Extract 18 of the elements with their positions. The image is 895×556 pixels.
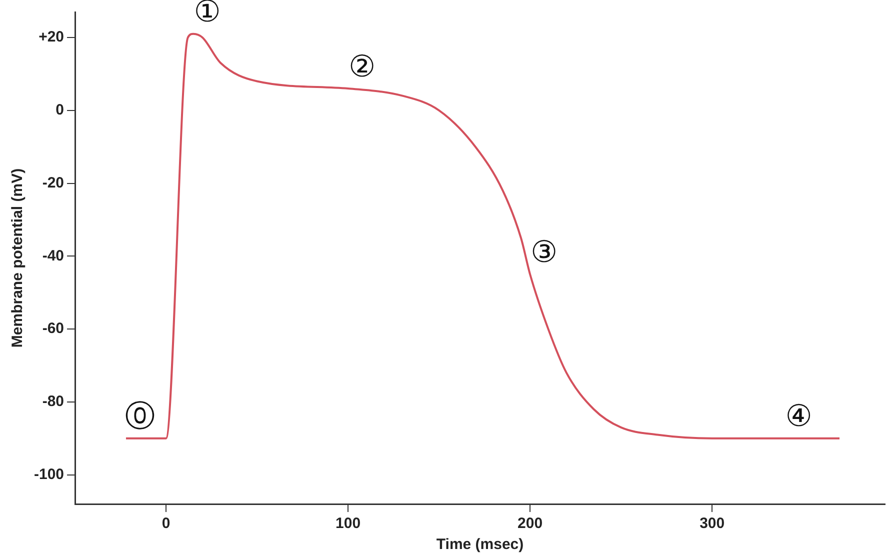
y-tick-label: -20 (42, 174, 64, 192)
x-tick-label: 200 (518, 515, 543, 532)
x-axis-title: Time (msec) (436, 536, 524, 554)
y-tick-label: 0 (56, 102, 64, 119)
x-tick-label: 100 (336, 515, 361, 532)
y-tick-label: -60 (42, 320, 64, 338)
annotation: ⓪ (124, 399, 155, 434)
y-tick-label: -40 (42, 247, 64, 264)
annotation: ③ (530, 235, 558, 270)
y-tick-label: +20 (38, 28, 64, 46)
x-tick-label: 0 (162, 515, 170, 532)
y-tick-label: -100 (34, 466, 64, 483)
y-axis-title: Membrane potential (mV) (9, 168, 26, 348)
annotation: ④ (785, 399, 812, 434)
y-tick-label: -80 (42, 393, 64, 410)
annotation: ② (348, 49, 376, 84)
line-series (124, 32, 840, 440)
x-tick-label: 300 (700, 515, 725, 532)
